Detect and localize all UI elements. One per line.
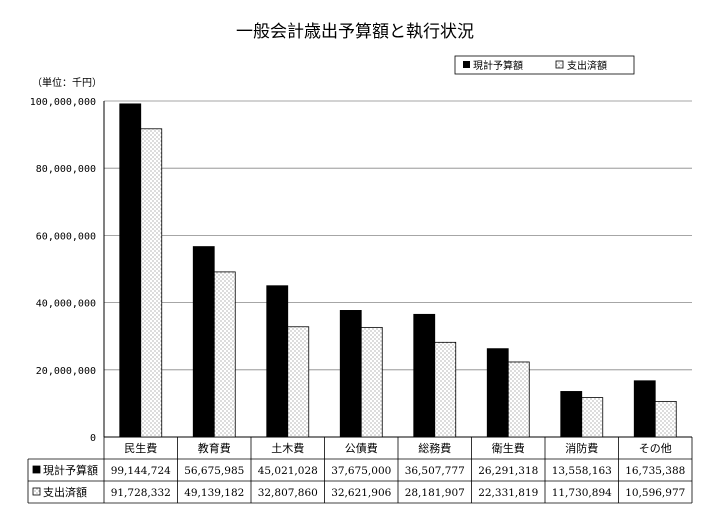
table-value: 99,144,724 bbox=[111, 465, 171, 477]
category-label: 衛生費 bbox=[492, 441, 525, 455]
bar-spent bbox=[581, 397, 604, 438]
category-label: 総務費 bbox=[418, 441, 451, 455]
bar-spent bbox=[287, 326, 310, 438]
y-tick-label: 20,000,000 bbox=[36, 366, 96, 377]
bar-budget bbox=[560, 391, 583, 438]
bar-budget bbox=[266, 285, 289, 438]
bars bbox=[119, 103, 677, 438]
bar-budget bbox=[339, 310, 362, 438]
category-label: 教育費 bbox=[198, 441, 231, 455]
table-value: 16,735,388 bbox=[625, 465, 685, 477]
table-series-label: 支出済額 bbox=[43, 485, 87, 499]
bar-spent bbox=[360, 326, 383, 438]
table-value: 13,558,163 bbox=[552, 465, 612, 477]
gridlines bbox=[103, 100, 692, 438]
table-value: 10,596,977 bbox=[625, 487, 685, 499]
legend-swatch-spent bbox=[555, 60, 564, 69]
category-label: 土木費 bbox=[271, 441, 304, 455]
category-label: その他 bbox=[639, 442, 672, 455]
y-tick-label: 0 bbox=[90, 433, 96, 444]
table-value: 26,291,318 bbox=[478, 465, 538, 477]
table-swatch-spent bbox=[32, 487, 41, 496]
bar-budget bbox=[192, 246, 215, 438]
table-value: 32,807,860 bbox=[258, 487, 318, 499]
table-value: 56,675,985 bbox=[184, 465, 244, 477]
table-value: 28,181,907 bbox=[405, 487, 465, 499]
legend-box bbox=[454, 55, 635, 75]
bar-spent bbox=[434, 341, 457, 438]
bar-spent bbox=[654, 400, 677, 438]
table-value: 11,730,894 bbox=[552, 487, 612, 499]
table-value: 36,507,777 bbox=[405, 465, 465, 477]
bar-spent bbox=[507, 361, 530, 438]
legend: 現計予算額 支出済額 bbox=[454, 55, 635, 75]
bar-budget bbox=[413, 313, 436, 438]
table-series-label: 現計予算額 bbox=[43, 463, 98, 477]
legend-swatch-budget bbox=[463, 61, 470, 68]
table-swatch-budget bbox=[32, 465, 41, 474]
category-label: 公債費 bbox=[345, 441, 378, 455]
y-tick-label: 100,000,000 bbox=[30, 97, 96, 108]
table-value: 22,331,819 bbox=[478, 487, 538, 499]
category-label: 民生費 bbox=[124, 441, 157, 455]
bar-spent bbox=[213, 271, 236, 438]
legend-label-spent: 支出済額 bbox=[567, 59, 607, 72]
bar-budget bbox=[486, 348, 509, 438]
bar-budget bbox=[633, 380, 656, 438]
bar-budget bbox=[119, 103, 142, 438]
y-tick-label: 80,000,000 bbox=[36, 164, 96, 175]
y-axis-labels: 0 20,000,000 40,000,000 60,000,000 80,000,00… bbox=[30, 97, 96, 444]
category-label: 消防費 bbox=[565, 441, 598, 455]
table-value: 91,728,332 bbox=[111, 487, 171, 499]
table-value: 45,021,028 bbox=[258, 465, 318, 477]
unit-label: （単位：千円） bbox=[32, 76, 102, 89]
bar-spent bbox=[140, 128, 163, 438]
table-value: 49,139,182 bbox=[184, 487, 244, 499]
y-tick-label: 60,000,000 bbox=[36, 231, 96, 242]
chart-title: 一般会計歳出予算額と執行状況 bbox=[236, 22, 474, 42]
y-tick-label: 40,000,000 bbox=[36, 299, 96, 310]
legend-label-budget: 現計予算額 bbox=[473, 59, 523, 72]
table-value: 32,621,906 bbox=[331, 487, 391, 499]
table-value: 37,675,000 bbox=[331, 465, 391, 477]
